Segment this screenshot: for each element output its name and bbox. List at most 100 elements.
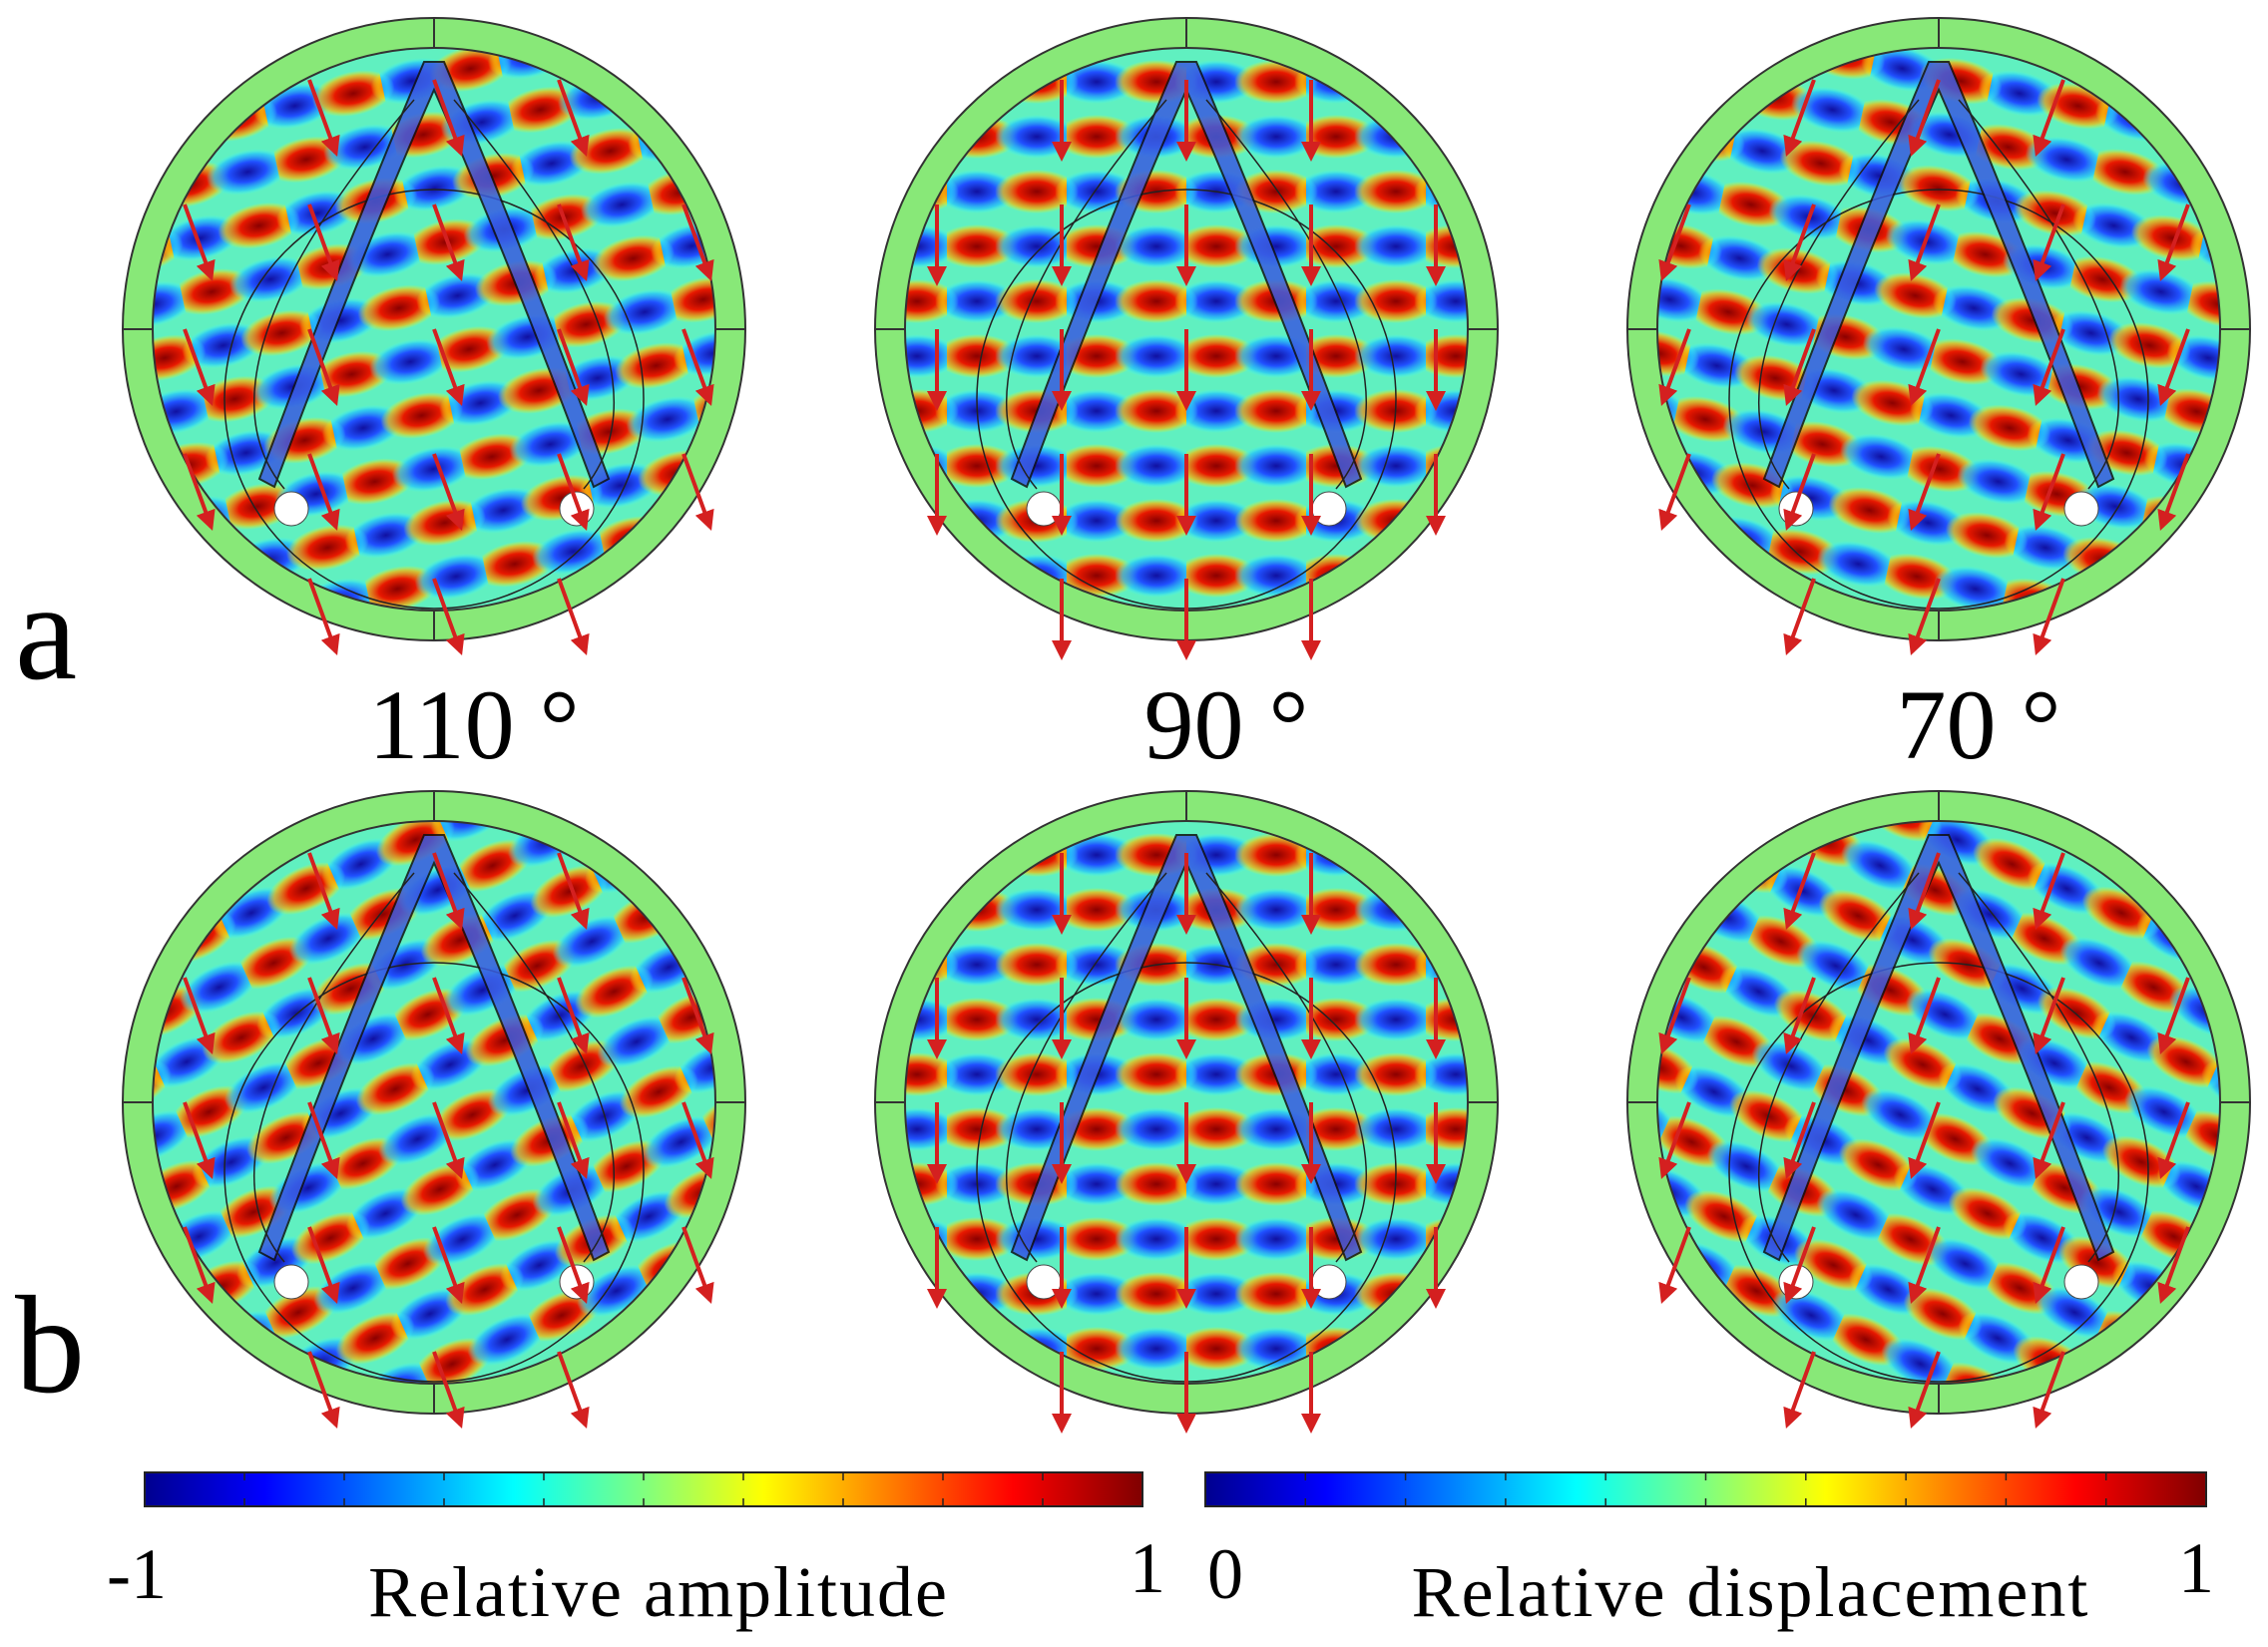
colorbar-title: Relative displacement — [1412, 1552, 2090, 1632]
incident-arrow — [2033, 1101, 2065, 1180]
simulation-panel — [122, 17, 746, 656]
incident-arrow — [2157, 1226, 2190, 1305]
row-label: b — [15, 1268, 85, 1423]
incident-arrow — [557, 79, 590, 158]
blade-lens — [1006, 872, 1367, 1263]
incident-arrow — [432, 852, 465, 931]
incident-arrow — [1783, 852, 1816, 931]
hole — [1311, 491, 1347, 527]
incident-arrow — [307, 977, 340, 1055]
incident-arrow — [2033, 204, 2065, 282]
incident-arrow — [183, 977, 216, 1055]
blade — [1762, 834, 2115, 1262]
incident-arrow — [681, 1226, 714, 1305]
incident-arrow — [681, 453, 714, 532]
hole — [273, 1264, 309, 1300]
incident-arrow — [432, 1101, 465, 1180]
inner-boundary — [224, 962, 645, 1383]
colorbar-min: 0 — [1207, 1534, 1243, 1614]
incident-arrow — [1908, 852, 1941, 931]
colorbar-min: -1 — [107, 1534, 167, 1614]
incident-arrow — [2033, 1351, 2065, 1430]
incident-arrow — [557, 1101, 590, 1180]
simulation-panel — [874, 17, 1499, 660]
incident-arrow — [557, 977, 590, 1055]
hole — [273, 491, 309, 527]
incident-arrow — [1783, 1226, 1816, 1305]
angle-label: 90 ° — [1144, 669, 1309, 780]
hole — [1026, 491, 1062, 527]
incident-arrow — [2157, 1101, 2190, 1180]
hole — [1311, 1264, 1347, 1300]
incident-arrow — [557, 852, 590, 931]
angle-label: 110 ° — [368, 669, 579, 780]
incident-arrow — [557, 328, 590, 407]
blade-lens — [253, 872, 615, 1263]
incident-arrow — [307, 204, 340, 282]
incident-arrow — [681, 328, 714, 407]
incident-arrow — [557, 204, 590, 282]
incident-arrow — [681, 977, 714, 1055]
incident-arrow — [432, 204, 465, 282]
incident-arrow — [1783, 328, 1816, 407]
incident-arrow — [307, 328, 340, 407]
incident-arrow — [1908, 1101, 1941, 1180]
incident-arrow — [1908, 1351, 1941, 1430]
incident-arrow — [2033, 1226, 2065, 1305]
incident-arrow — [307, 852, 340, 931]
colorbar-max: 1 — [2178, 1528, 2214, 1608]
incident-arrow — [432, 453, 465, 532]
incident-arrow — [1658, 453, 1691, 532]
incident-arrow — [2033, 977, 2065, 1055]
incident-arrow — [1783, 578, 1816, 656]
hole — [2063, 491, 2099, 527]
inner-boundary — [1728, 189, 2149, 610]
incident-arrow — [2157, 328, 2190, 407]
incident-arrow — [1658, 328, 1691, 407]
angle-label: 70 ° — [1897, 669, 2061, 780]
incident-arrow — [183, 1226, 216, 1305]
incident-arrow — [2033, 79, 2065, 158]
colorbar-title: Relative amplitude — [368, 1552, 949, 1632]
incident-arrow — [307, 578, 340, 656]
incident-arrow — [2033, 578, 2065, 656]
incident-arrow — [1658, 1226, 1691, 1305]
incident-arrow — [1908, 1226, 1941, 1305]
blade-lens — [1006, 99, 1367, 490]
incident-arrow — [432, 1351, 465, 1430]
incident-arrow — [432, 578, 465, 656]
simulation-panel — [1626, 17, 2251, 656]
incident-arrow — [1908, 204, 1941, 282]
inner-boundary — [224, 189, 645, 610]
row-label: a — [15, 555, 77, 709]
incident-arrow — [183, 204, 216, 282]
incident-arrow — [557, 578, 590, 656]
incident-arrow — [1658, 204, 1691, 282]
incident-arrow — [183, 453, 216, 532]
incident-arrow — [307, 1101, 340, 1180]
incident-arrow — [432, 328, 465, 407]
incident-arrow — [1783, 453, 1816, 532]
incident-arrow — [1783, 204, 1816, 282]
incident-arrow — [2033, 328, 2065, 407]
incident-arrow — [1908, 977, 1941, 1055]
incident-arrow — [1908, 79, 1941, 158]
incident-arrow — [2033, 453, 2065, 532]
blade-lens — [253, 99, 615, 490]
incident-arrow — [1783, 79, 1816, 158]
incident-arrow — [557, 1351, 590, 1430]
incident-arrow — [1908, 578, 1941, 656]
incident-arrow — [681, 1101, 714, 1180]
inner-boundary — [1728, 962, 2149, 1383]
incident-arrow — [1658, 977, 1691, 1055]
incident-arrow — [432, 977, 465, 1055]
incident-arrow — [307, 79, 340, 158]
colorbar-max: 1 — [1130, 1528, 1165, 1608]
blade-lens — [1758, 99, 2119, 490]
incident-arrow — [1658, 1101, 1691, 1180]
incident-arrow — [2033, 852, 2065, 931]
incident-arrow — [183, 328, 216, 407]
incident-arrow — [183, 1101, 216, 1180]
